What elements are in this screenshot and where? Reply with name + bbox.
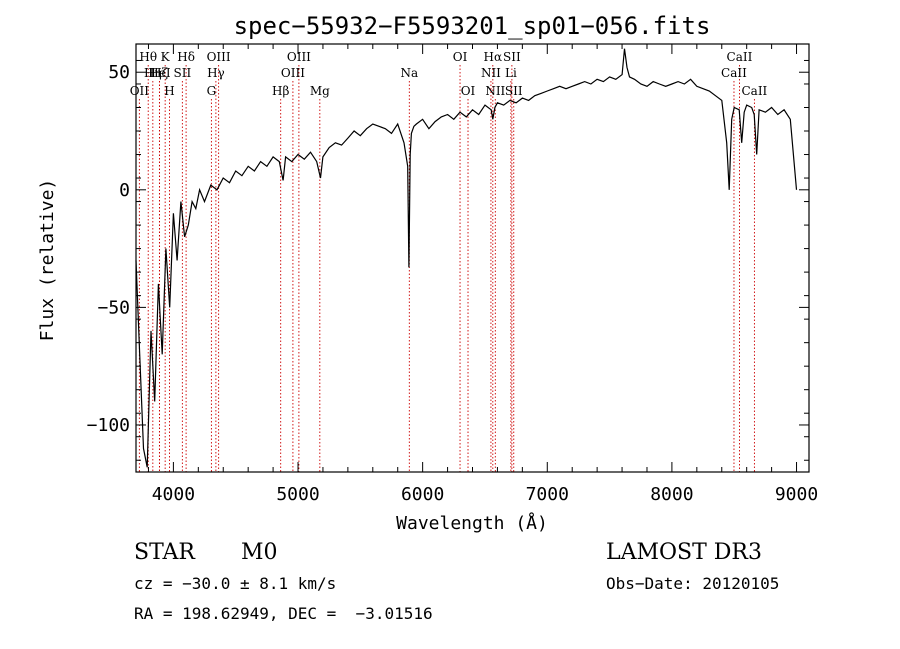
line-label-13: OIII (281, 66, 305, 80)
line-label-11: OIII (207, 50, 231, 64)
line-label-5: K (161, 50, 171, 64)
line-label-25: CaII (721, 66, 747, 80)
y-tick-label-3: 50 (108, 62, 130, 83)
spectral-line-markers (138, 65, 755, 472)
line-label-8: Hδ (177, 50, 195, 64)
x-tick-label-2: 6000 (401, 484, 444, 505)
line-label-9: G (207, 84, 217, 98)
redshift-readout: cz = −30.0 ± 8.1 km/s (134, 574, 337, 593)
y-tick-label-1: −50 (97, 297, 130, 318)
line-label-18: OI (461, 84, 476, 98)
line-label-22: SII (503, 50, 521, 64)
line-label-10: Hγ (207, 66, 225, 80)
x-axis-ticks: 4000 5000 6000 7000 8000 9000 (147, 44, 818, 505)
spectral-line-labels: HθHηOIIHζHeIKHSIIHδGHγOIIIHβOIIIOIIIMgNa… (130, 50, 768, 98)
line-label-1: Hη (144, 66, 162, 80)
y-axis-ticks: −100 −50 0 50 (87, 59, 809, 461)
x-tick-label-1: 5000 (276, 484, 319, 505)
line-label-15: Mg (310, 84, 330, 98)
line-label-27: CaII (741, 84, 767, 98)
x-tick-label-4: 8000 (650, 484, 693, 505)
object-subclass: M0 (241, 540, 278, 565)
line-label-4: HeI (148, 66, 171, 80)
plot-frame (135, 43, 810, 473)
coordinates: RA = 198.62949, DEC = −3.01516 (134, 604, 433, 623)
object-class: STAR (134, 540, 195, 565)
line-label-16: Na (400, 66, 418, 80)
y-tick-label-0: −100 (87, 415, 130, 436)
line-label-23: Li (505, 66, 517, 80)
line-label-7: SII (174, 66, 192, 80)
flux-series-line (135, 48, 798, 468)
obs-date: Obs−Date: 20120105 (606, 574, 780, 593)
survey-name: LAMOST DR3 (606, 540, 762, 565)
x-tick-label-5: 9000 (775, 484, 818, 505)
line-label-2: OII (130, 84, 150, 98)
line-label-20: Hα (484, 50, 503, 64)
y-tick-label-2: 0 (119, 180, 130, 201)
line-label-0: Hθ (139, 50, 157, 64)
line-label-17: OI (453, 50, 468, 64)
x-tick-label-0: 4000 (152, 484, 195, 505)
line-label-14: OIII (287, 50, 311, 64)
line-label-26: CaII (727, 50, 753, 64)
line-label-19: NII (481, 66, 501, 80)
line-label-21: NII (485, 84, 505, 98)
chart-title: spec−55932−F5593201_sp01−056.fits (234, 12, 711, 40)
line-label-24: SII (505, 84, 523, 98)
y-axis-label: Flux (relative) (37, 179, 58, 342)
line-label-6: H (164, 84, 174, 98)
x-axis-label: Wavelength (Å) (396, 512, 548, 534)
line-label-3: Hζ (151, 66, 168, 80)
x-tick-label-3: 7000 (526, 484, 569, 505)
line-label-12: Hβ (272, 84, 289, 98)
